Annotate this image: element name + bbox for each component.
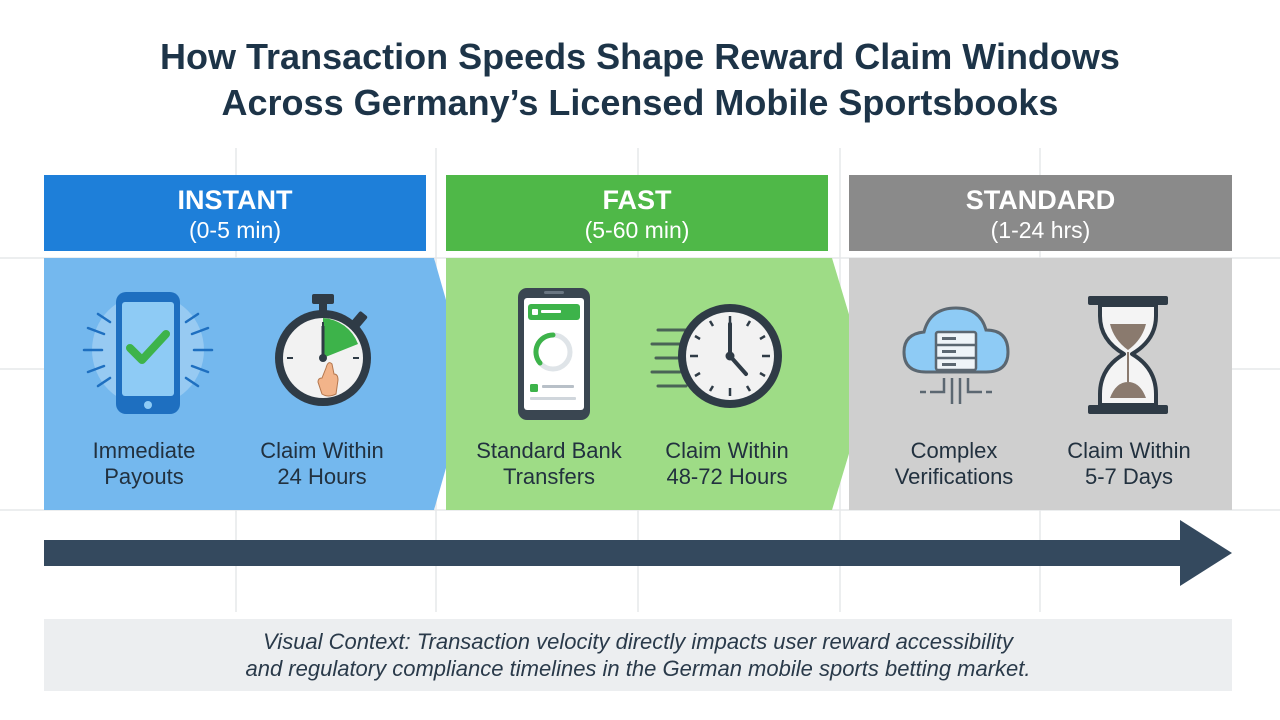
label-line-1: Standard Bank [476, 438, 622, 463]
context-line-1: Visual Context: Transaction velocity dir… [263, 629, 1013, 654]
standard-bank-transfers-label: Standard Bank Transfers [459, 438, 639, 490]
standard-header: STANDARD (1-24 hrs) [849, 175, 1232, 251]
claim-5-7-days-label: Claim Within 5-7 Days [1039, 438, 1219, 490]
claim-24-hours-label: Claim Within 24 Hours [232, 438, 412, 490]
stopwatch-icon [275, 294, 371, 406]
hourglass-icon [1088, 296, 1168, 414]
label-line-1: Claim Within [665, 438, 789, 463]
label-line-2: Transfers [502, 464, 596, 489]
label-line-2: Verifications [894, 464, 1014, 489]
page-title: How Transaction Speeds Shape Reward Clai… [0, 34, 1280, 126]
context-line-2: and regulatory compliance timelines in t… [245, 656, 1031, 681]
fast-clock-icon [650, 304, 782, 408]
label-line-1: Claim Within [1067, 438, 1191, 463]
instant-range: (0-5 min) [188, 217, 281, 243]
instant-title: INSTANT [177, 185, 293, 215]
claim-48-72-hours-label: Claim Within 48-72 Hours [637, 438, 817, 490]
label-line-1: Complex [910, 438, 998, 463]
standard-title: STANDARD [965, 185, 1116, 215]
immediate-payouts-label: Immediate Payouts [54, 438, 234, 490]
complex-verifications-label: Complex Verifications [864, 438, 1044, 490]
instant-header: INSTANT (0-5 min) [44, 175, 426, 251]
title-line-1: How Transaction Speeds Shape Reward Clai… [160, 36, 1120, 77]
title-line-2: Across Germany’s Licensed Mobile Sportsb… [221, 82, 1059, 123]
label-line-2: 48-72 Hours [666, 464, 788, 489]
label-line-2: Payouts [104, 464, 184, 489]
standard-band [849, 258, 1232, 510]
label-line-1: Claim Within [260, 438, 384, 463]
fast-title: FAST [602, 185, 672, 215]
label-line-1: Immediate [92, 438, 196, 463]
standard-range: (1-24 hrs) [990, 217, 1091, 243]
fast-header: FAST (5-60 min) [446, 175, 828, 251]
label-line-2: 5-7 Days [1084, 464, 1174, 489]
banking-app-phone-icon [518, 288, 590, 420]
smartphone-check-icon [82, 292, 214, 414]
cloud-server-icon [902, 306, 1010, 404]
fast-range: (5-60 min) [584, 217, 690, 243]
label-line-2: 24 Hours [277, 464, 367, 489]
visual-context-note: Visual Context: Transaction velocity dir… [44, 619, 1232, 691]
